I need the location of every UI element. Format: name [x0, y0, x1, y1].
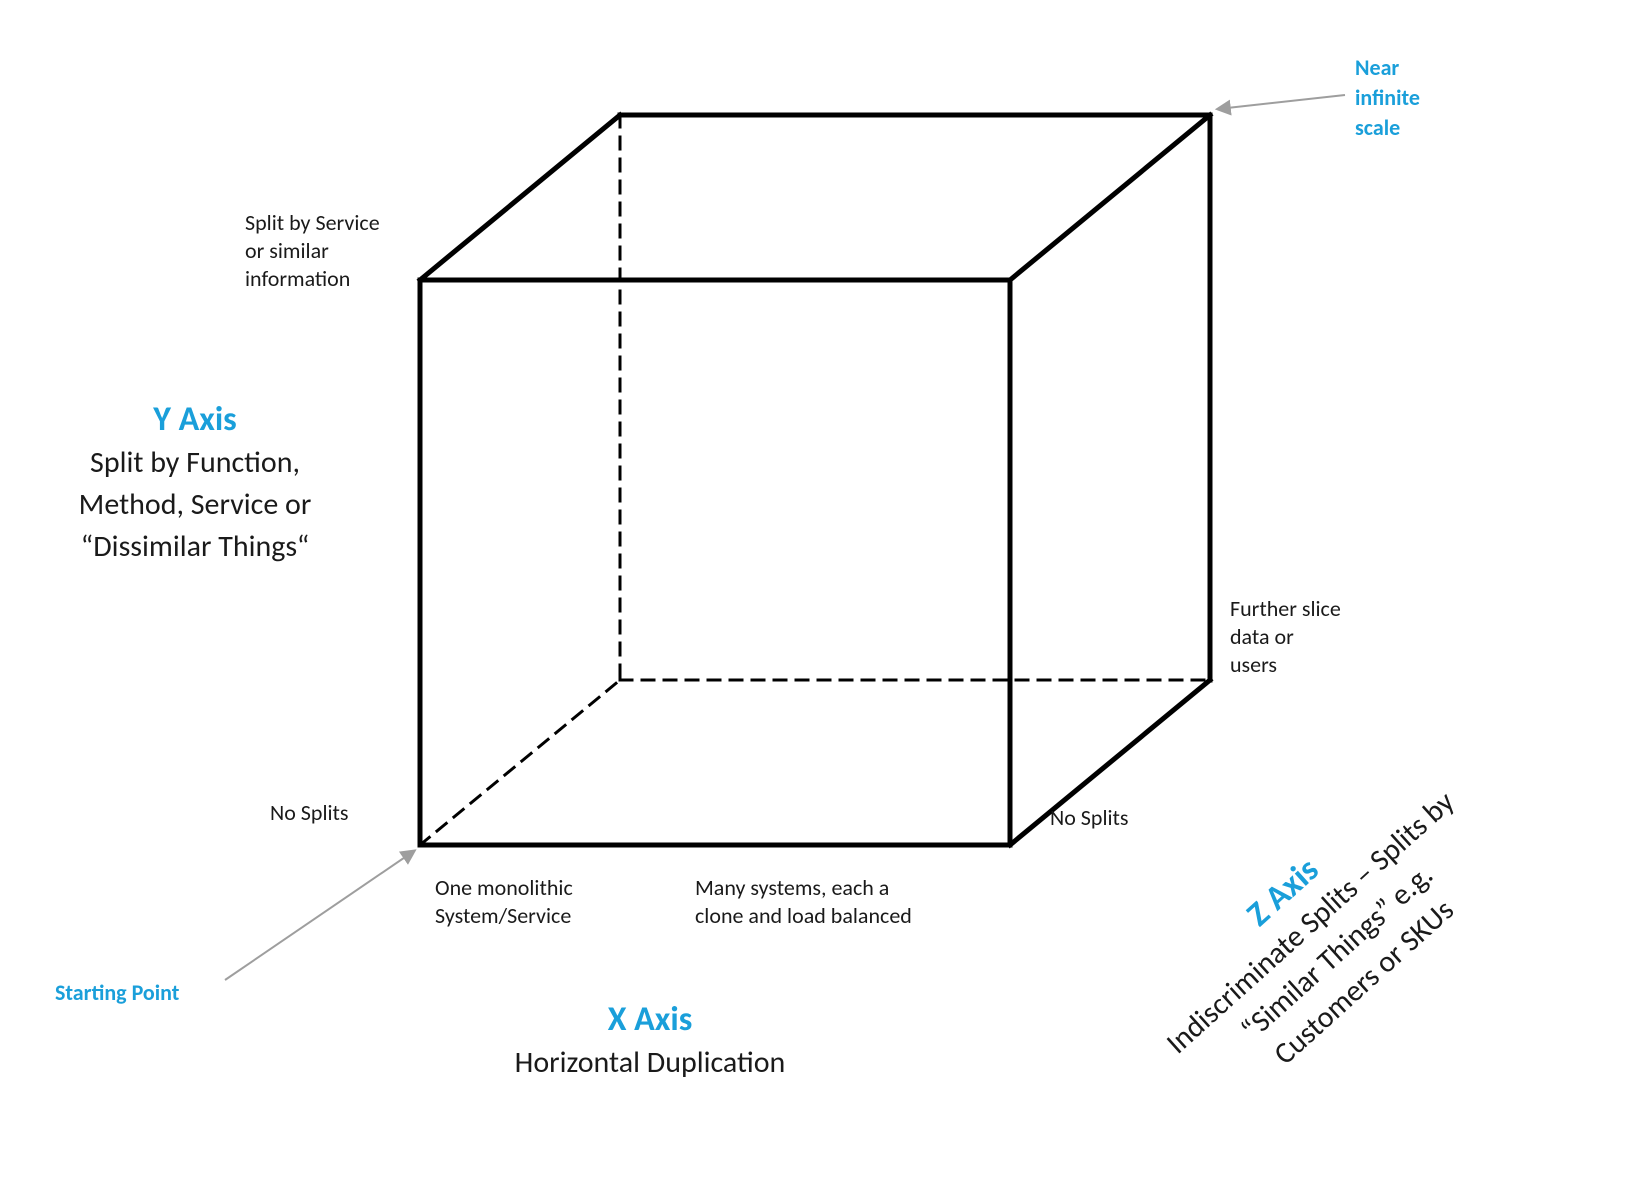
- scale-cube-diagram: Y Axis Split by Function, Method, Servic…: [0, 0, 1642, 1180]
- cube-visible-edges: [420, 115, 1210, 845]
- y-axis-end-label-l2: or similar: [245, 237, 329, 264]
- x-axis-title: X Axis: [608, 999, 693, 1040]
- x-axis-start-label-l1: One monolithic: [435, 874, 573, 901]
- near-infinite-callout-l3: scale: [1355, 114, 1400, 141]
- y-axis-start-label: No Splits: [270, 799, 349, 826]
- x-axis-desc: Horizontal Duplication: [515, 1044, 786, 1081]
- z-axis-label-group: Z Axis Indiscriminate Splits – Splits by…: [1130, 751, 1516, 1121]
- x-axis-start-label-l2: System/Service: [435, 902, 571, 929]
- y-axis-desc-line3: “Dissimilar Things“: [81, 528, 310, 565]
- y-axis-desc-line2: Method, Service or: [79, 486, 312, 523]
- z-axis-end-label-l1: Further slice: [1230, 595, 1341, 622]
- z-axis-end-label-l3: users: [1230, 651, 1277, 678]
- near-infinite-callout-l1: Near: [1355, 54, 1399, 81]
- y-axis-end-label-l3: information: [245, 265, 350, 292]
- x-axis-end-label-l1: Many systems, each a: [695, 874, 889, 901]
- x-axis-end-label-l2: clone and load balanced: [695, 902, 912, 929]
- text-layer: Y Axis Split by Function, Method, Servic…: [55, 54, 1516, 1121]
- z-axis-start-label: No Splits: [1050, 804, 1129, 831]
- near-infinite-callout-l2: infinite: [1355, 84, 1420, 111]
- y-axis-title: Y Axis: [152, 399, 237, 440]
- z-axis-end-label-l2: data or: [1230, 623, 1294, 650]
- y-axis-desc-line1: Split by Function,: [90, 444, 300, 481]
- y-axis-end-label-l1: Split by Service: [245, 209, 380, 236]
- cube-hidden-edges: [420, 115, 1210, 845]
- starting-point-callout: Starting Point: [55, 979, 180, 1006]
